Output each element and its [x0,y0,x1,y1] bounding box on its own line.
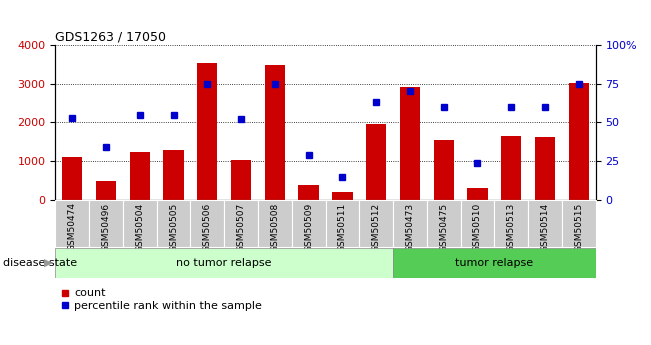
Bar [366,124,386,200]
Text: no tumor relapse: no tumor relapse [176,258,272,268]
Bar [55,248,393,278]
Text: disease state: disease state [3,258,77,268]
Bar [96,181,116,200]
Bar [400,87,420,200]
Text: GSM50514: GSM50514 [540,203,549,252]
Legend: count, percentile rank within the sample: count, percentile rank within the sample [61,288,262,311]
Bar [197,63,217,200]
Bar [265,66,285,200]
Text: GSM50496: GSM50496 [102,203,111,252]
Bar [535,137,555,200]
Bar [393,248,596,278]
Text: GSM50473: GSM50473 [406,203,415,252]
Bar [569,83,589,200]
Text: GSM50512: GSM50512 [372,203,381,252]
FancyBboxPatch shape [258,200,292,247]
Text: GSM50506: GSM50506 [203,203,212,252]
Text: GSM50511: GSM50511 [338,203,347,252]
Bar [501,136,521,200]
Text: GSM50510: GSM50510 [473,203,482,252]
Bar [231,160,251,200]
Bar [62,157,82,200]
Text: GSM50474: GSM50474 [68,203,77,252]
Bar [130,152,150,200]
FancyBboxPatch shape [55,200,89,247]
FancyBboxPatch shape [393,200,427,247]
FancyBboxPatch shape [427,200,461,247]
FancyBboxPatch shape [528,200,562,247]
Text: GSM50505: GSM50505 [169,203,178,252]
FancyBboxPatch shape [359,200,393,247]
FancyBboxPatch shape [123,200,157,247]
Bar [467,188,488,200]
FancyBboxPatch shape [224,200,258,247]
FancyBboxPatch shape [157,200,191,247]
FancyBboxPatch shape [562,200,596,247]
FancyBboxPatch shape [494,200,528,247]
FancyBboxPatch shape [191,200,224,247]
FancyBboxPatch shape [292,200,326,247]
Bar [299,185,319,200]
Bar [434,139,454,200]
FancyBboxPatch shape [326,200,359,247]
Bar [332,191,353,200]
Text: GSM50508: GSM50508 [270,203,279,252]
Text: ▶: ▶ [44,258,53,268]
Text: GSM50509: GSM50509 [304,203,313,252]
Bar [163,150,184,200]
Text: GSM50513: GSM50513 [506,203,516,252]
Text: GSM50507: GSM50507 [236,203,245,252]
Text: GSM50475: GSM50475 [439,203,448,252]
Text: tumor relapse: tumor relapse [455,258,533,268]
FancyBboxPatch shape [461,200,494,247]
Text: GSM50515: GSM50515 [574,203,583,252]
FancyBboxPatch shape [89,200,123,247]
Text: GDS1263 / 17050: GDS1263 / 17050 [55,31,167,44]
Text: GSM50504: GSM50504 [135,203,145,252]
